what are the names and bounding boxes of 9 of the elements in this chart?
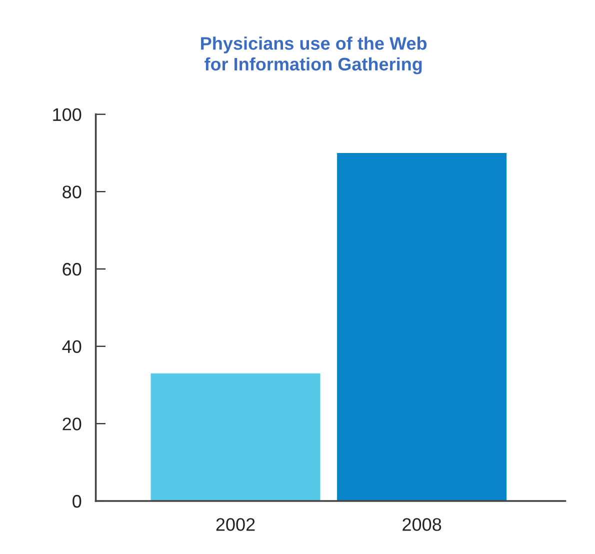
y-tick-label: 80 <box>62 186 82 198</box>
chart-title: Physicians use of the Web for Information Gathering <box>201 36 427 74</box>
y-tick-label: 40 <box>62 340 82 354</box>
y-tick-label: 0 <box>72 494 82 508</box>
y-tick-label: 20 <box>62 418 82 430</box>
y-tick-label: 100 <box>53 108 82 122</box>
y-tick-label: 60 <box>62 262 82 276</box>
x-tick-label: 2002 <box>216 518 255 531</box>
x-tick-label: 2008 <box>402 518 442 531</box>
